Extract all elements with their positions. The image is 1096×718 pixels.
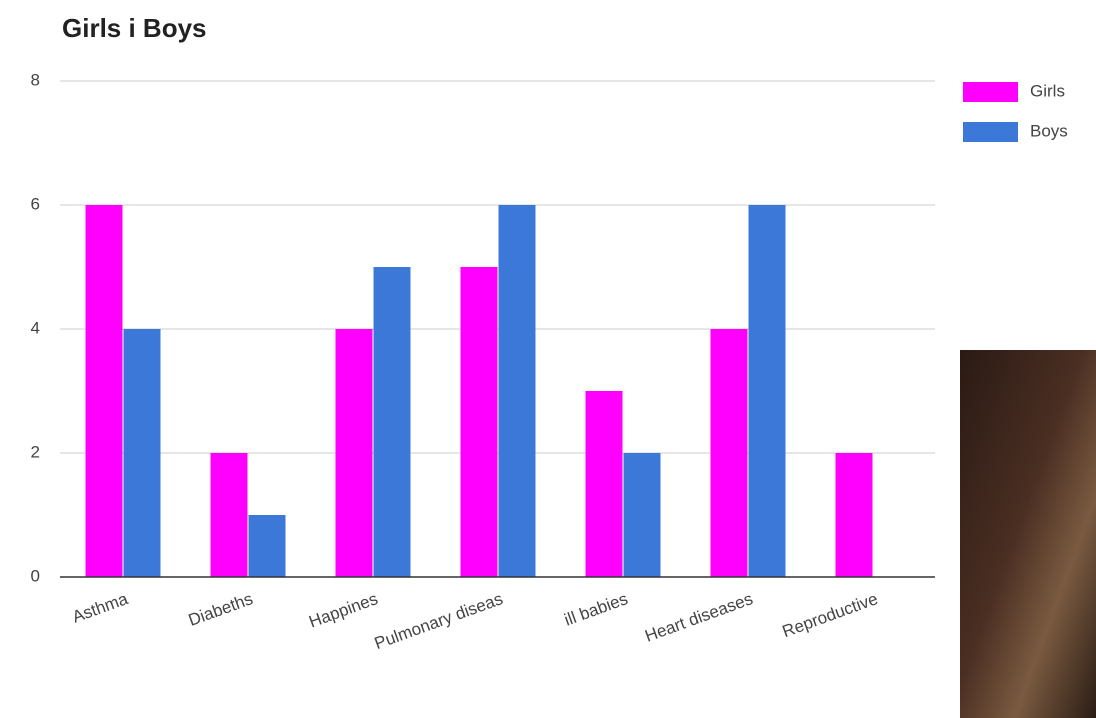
- bar: [85, 205, 123, 577]
- bar: [710, 329, 748, 577]
- legend-label: Girls: [1030, 81, 1065, 100]
- bar: [210, 453, 248, 577]
- y-tick-label: 2: [31, 442, 40, 461]
- bar: [248, 515, 286, 577]
- bar: [623, 453, 661, 577]
- bar: [335, 329, 373, 577]
- legend-swatch: [963, 82, 1018, 102]
- bar: [585, 391, 623, 577]
- bar: [748, 205, 786, 577]
- bar: [373, 267, 411, 577]
- chart-title: Girls i Boys: [62, 13, 207, 43]
- photo: [960, 350, 1096, 718]
- bar: [460, 267, 498, 577]
- bar: [835, 453, 873, 577]
- legend-label: Boys: [1030, 121, 1068, 140]
- bar: [123, 329, 161, 577]
- y-tick-label: 6: [31, 194, 40, 213]
- y-tick-label: 8: [31, 70, 40, 89]
- bar: [498, 205, 536, 577]
- legend-swatch: [963, 122, 1018, 142]
- y-tick-label: 0: [31, 566, 40, 585]
- y-tick-label: 4: [31, 318, 40, 337]
